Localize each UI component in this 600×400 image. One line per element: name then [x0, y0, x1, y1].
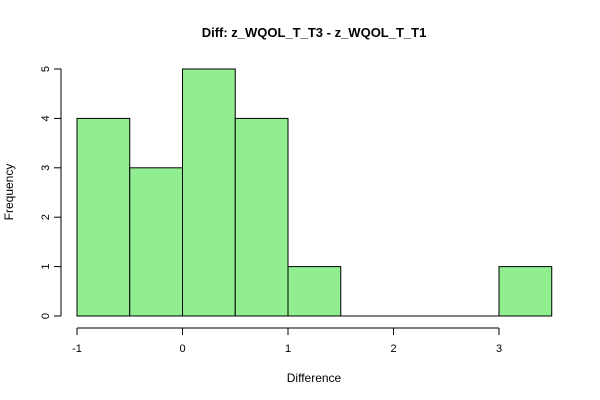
y-tick-label: 0 [40, 313, 52, 319]
y-tick-label: 3 [40, 165, 52, 171]
bars-layer [76, 68, 553, 317]
y-tick-label: 1 [40, 264, 52, 270]
chart-title: Diff: z_WQOL_T_T3 - z_WQOL_T_T1 [202, 25, 427, 40]
x-axis-label: Difference [287, 371, 342, 385]
histogram-bar [498, 266, 553, 317]
histogram-bar [182, 68, 236, 317]
y-axis-label: Frequency [2, 164, 16, 221]
histogram-bar [129, 167, 183, 317]
histogram-bar [234, 117, 289, 317]
x-tick-label: 0 [179, 343, 185, 355]
x-tick-label: 1 [285, 343, 291, 355]
y-tick-label: 5 [40, 66, 52, 72]
histogram-bar [76, 117, 131, 317]
x-tick-label: 3 [496, 343, 502, 355]
y-tick-label: 4 [40, 115, 52, 121]
y-axis: 0 1 2 3 4 5 [40, 66, 62, 319]
y-tick-label: 2 [40, 214, 52, 220]
x-tick-label: 2 [390, 343, 396, 355]
histogram-bar [287, 266, 342, 317]
x-axis: -1 0 1 2 3 [72, 327, 502, 355]
x-tick-label: -1 [72, 343, 82, 355]
